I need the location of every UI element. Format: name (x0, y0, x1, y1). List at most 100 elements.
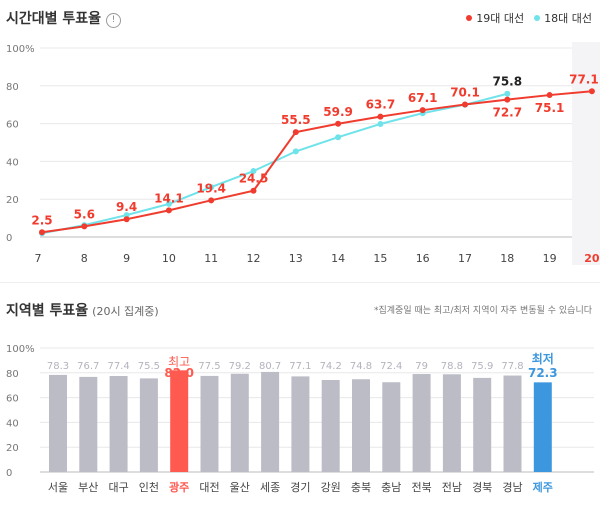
y-tick-label: 40 (6, 157, 19, 168)
bar-value-label: 77.8 (501, 361, 523, 372)
info-icon[interactable]: ! (106, 13, 122, 28)
data-label: 19.4 (196, 181, 226, 195)
y-tick-label: 0 (6, 233, 12, 244)
data-point (208, 184, 215, 191)
data-point (81, 223, 88, 230)
data-label: 24.5 (239, 172, 269, 186)
bar-value-label: 80.7 (259, 361, 281, 372)
data-point (504, 96, 511, 103)
min-tag: 최저 (532, 351, 554, 366)
time-line-chart: 0 20 40 60 80 100% 7 8 9 10 11 12 13 14 15 16 17 18 19 20 2.… (6, 42, 600, 265)
y-tick-label: 40 (6, 418, 19, 429)
time-chart-title: 시간대별 투표율! (6, 8, 122, 28)
bar (230, 373, 249, 472)
bar-value-label: 78.8 (441, 361, 463, 372)
bar (49, 374, 67, 472)
data-point (123, 216, 130, 223)
x-tick-label: 16 (416, 252, 430, 265)
bar (261, 371, 280, 472)
x-tick-label: 7 (35, 252, 42, 265)
x-tick-label: 19 (543, 252, 557, 265)
data-point (165, 200, 172, 207)
category-label: 충남 (381, 481, 401, 494)
data-point (292, 129, 299, 136)
y-tick-label: 60 (6, 394, 19, 405)
category-label: 경북 (472, 481, 492, 494)
data-label: 70.1 (450, 86, 480, 100)
category-label: 전남 (442, 481, 462, 494)
data-point (377, 113, 384, 120)
x-tick-label: 11 (204, 252, 218, 265)
bar (170, 370, 189, 472)
data-point (250, 187, 257, 194)
category-label: 광주 (169, 481, 189, 494)
series-line (41, 92, 508, 235)
section-divider (0, 282, 600, 283)
category-label: 경남 (502, 481, 522, 494)
legend-dot-18-icon (534, 15, 541, 21)
bar-value-label: 79 (415, 361, 428, 372)
bar-value-label: 74.8 (350, 361, 372, 372)
bar (200, 375, 219, 472)
category-label: 인천 (139, 480, 159, 494)
region-chart-title: 지역별 투표율 (20시 집계중) (6, 300, 159, 320)
category-label: 경기 (290, 481, 310, 494)
data-point (335, 134, 342, 141)
data-point (462, 101, 468, 108)
data-point (123, 212, 130, 219)
legend-label-19: 19대 대선 (476, 12, 525, 25)
data-label: 63.7 (366, 98, 396, 112)
bar-value-label: 75.9 (471, 361, 493, 372)
time-chart-legend: 19대 대선 18대 대선 (466, 10, 592, 26)
legend-item-19: 19대 대선 (466, 10, 524, 26)
category-label: 부산 (78, 481, 98, 494)
category-label: 대전 (199, 481, 219, 494)
legend-dot-19-icon (466, 15, 473, 21)
bar (139, 378, 158, 472)
data-point (292, 148, 299, 155)
bar-value-label: 75.5 (138, 361, 160, 372)
data-label: 59.9 (323, 105, 353, 119)
category-label: 강원 (321, 481, 341, 494)
x-tick-label: 10 (162, 252, 176, 265)
category-label: 세종 (260, 481, 280, 494)
data-label: 75.8 (492, 75, 522, 89)
category-label: 대구 (108, 481, 128, 494)
category-label: 울산 (230, 481, 250, 494)
y-tick-label: 20 (6, 443, 19, 454)
category-label: 전북 (411, 481, 431, 494)
data-point (588, 88, 595, 95)
bar-value-label: 72.3 (528, 366, 558, 380)
data-point (208, 197, 215, 204)
bar (352, 379, 370, 472)
data-point (504, 90, 511, 97)
bar (382, 382, 401, 472)
bar-value-label: 72.4 (380, 361, 402, 372)
y-tick-label: 0 (6, 468, 12, 479)
x-tick-label: 9 (123, 252, 130, 265)
x-tick-label: 17 (458, 252, 472, 265)
data-point (165, 207, 172, 214)
x-tick-label: 13 (289, 252, 303, 265)
data-label: 14.1 (154, 191, 184, 205)
bar-value-label: 77.5 (198, 361, 220, 372)
data-label: 5.6 (74, 207, 95, 221)
category-label: 제주 (533, 480, 553, 494)
x-tick-label: 15 (373, 252, 387, 265)
data-label: 55.5 (281, 113, 311, 127)
x-tick-label: 18 (500, 252, 514, 265)
data-label: 2.5 (31, 213, 52, 227)
y-tick-label: 100% (6, 44, 35, 55)
bar (412, 374, 431, 472)
bar-value-label: 78.3 (47, 361, 69, 372)
y-tick-label: 60 (6, 120, 19, 131)
current-hour-band (571, 42, 600, 265)
legend-item-18: 18대 대선 (534, 10, 592, 26)
category-label: 충북 (351, 481, 371, 494)
x-tick-label: 14 (331, 252, 345, 265)
legend-label-18: 18대 대선 (544, 12, 592, 25)
time-chart-title-text: 시간대별 투표율 (6, 11, 102, 27)
bar (473, 377, 492, 472)
bar (79, 376, 98, 472)
y-tick-label: 80 (6, 369, 19, 380)
